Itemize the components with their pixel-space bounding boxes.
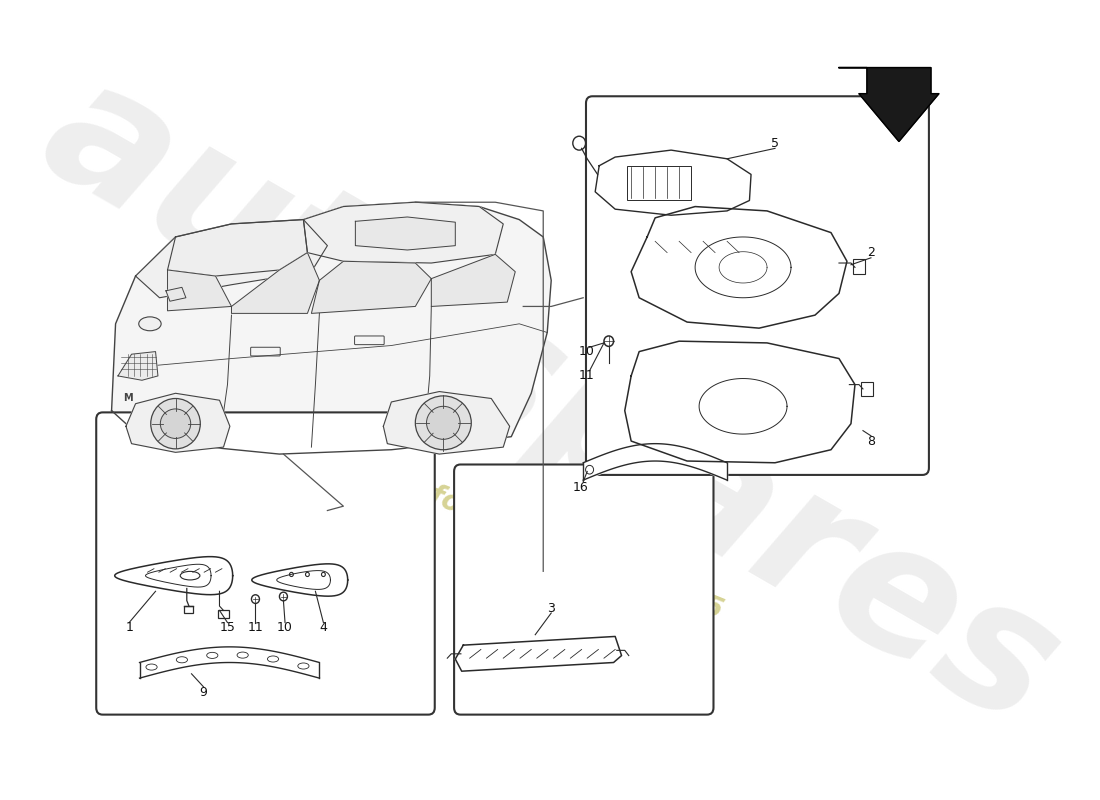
Polygon shape [304,202,504,263]
Polygon shape [252,564,348,596]
Polygon shape [166,287,186,302]
Text: autospares: autospares [14,42,1088,762]
Polygon shape [111,202,551,454]
Polygon shape [839,68,939,142]
Ellipse shape [416,396,471,450]
Text: 2: 2 [867,246,875,259]
Bar [854,258,866,274]
Text: 15: 15 [220,622,235,634]
Polygon shape [167,270,231,310]
Text: 5: 5 [771,137,779,150]
Polygon shape [595,150,751,215]
Text: M: M [123,393,132,402]
Polygon shape [311,262,431,314]
Polygon shape [625,341,855,462]
Polygon shape [455,637,622,671]
Ellipse shape [427,406,460,439]
Ellipse shape [139,317,161,330]
Ellipse shape [161,409,190,438]
FancyBboxPatch shape [96,412,435,714]
Text: 9: 9 [199,686,208,699]
Polygon shape [126,394,230,452]
Polygon shape [114,557,233,594]
Bar [218,610,229,618]
Polygon shape [118,351,158,380]
Polygon shape [355,217,455,250]
Text: 10: 10 [579,345,594,358]
Text: 10: 10 [277,622,293,634]
FancyBboxPatch shape [586,96,928,475]
Text: 1: 1 [125,622,133,634]
Polygon shape [431,254,515,306]
Bar [861,382,872,396]
Text: 11: 11 [248,622,263,634]
Bar [184,606,194,613]
Polygon shape [167,219,307,276]
Polygon shape [384,391,509,454]
Text: 3: 3 [548,602,556,615]
FancyBboxPatch shape [454,465,714,714]
Text: 11: 11 [579,370,594,382]
Text: 16: 16 [573,481,588,494]
Polygon shape [231,253,319,314]
Polygon shape [631,206,847,328]
Ellipse shape [151,398,200,449]
Polygon shape [135,219,328,298]
Text: 4: 4 [319,622,328,634]
Bar [627,166,691,201]
Text: 8: 8 [867,434,875,447]
Text: a passion for parts since 1985: a passion for parts since 1985 [279,422,727,625]
